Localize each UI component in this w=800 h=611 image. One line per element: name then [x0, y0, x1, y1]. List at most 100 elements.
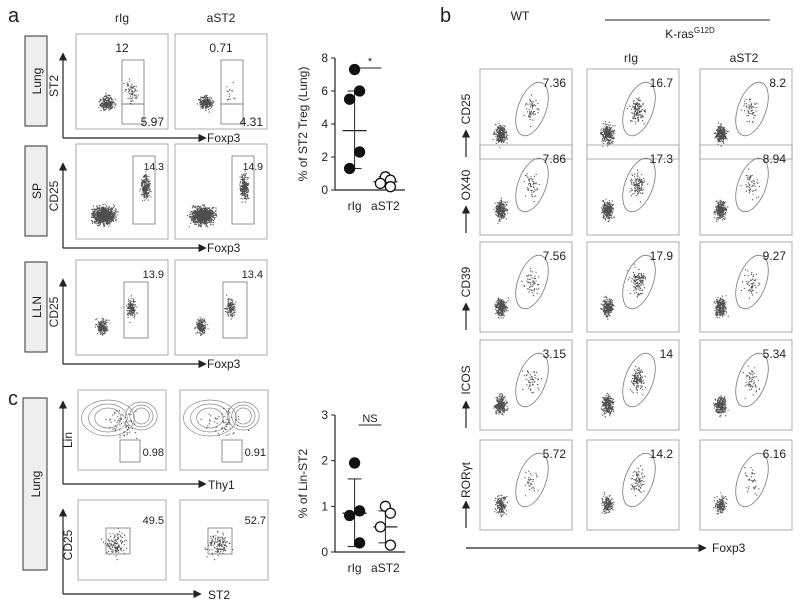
gate-ellipse [622, 157, 656, 213]
flow-events [492, 94, 540, 148]
flow-plots [75, 33, 793, 581]
plot-frame [586, 339, 680, 431]
gate-value: 16.7 [650, 76, 674, 90]
significance-label: * [368, 56, 373, 68]
marker-label-CD39: CD39 [459, 266, 473, 297]
flow-events [494, 267, 540, 319]
flow-plot-CD39-0 [479, 241, 573, 333]
flow-plot-LLN-0 [75, 259, 169, 356]
plot-frame [699, 241, 793, 333]
x-axis-label-Foxp3: Foxp3 [207, 357, 241, 371]
gate-value: 3.15 [543, 347, 567, 361]
gate-value: 49.5 [143, 515, 164, 527]
data-point [348, 63, 361, 76]
y-tick-label: 8 [321, 51, 328, 65]
flow-plot-LLN-1 [174, 259, 268, 356]
flow-plot-SP-1 [174, 143, 268, 240]
flow-plot-RORγt-2 [699, 439, 793, 531]
y-axis-label-CD25: CD25 [47, 296, 61, 327]
flow-plot-OX40-0 [479, 144, 573, 236]
tissue-box-lung-c [22, 397, 48, 571]
flow-plot-CD25-1 [586, 68, 680, 160]
gate-ellipse [622, 81, 656, 137]
gate-value: 13.4 [242, 269, 263, 281]
gate-value: 14 [660, 347, 674, 361]
x-axis-label-foxp3: Foxp3 [712, 541, 746, 555]
tissue-box-Lung [24, 35, 48, 127]
gate-value: 7.56 [543, 249, 567, 263]
marker-label-CD25: CD25 [459, 93, 473, 124]
plot-frame [179, 389, 269, 471]
gate-value: 0.98 [143, 447, 164, 459]
data-point [374, 177, 387, 190]
flow-plot-ICOS-2 [699, 339, 793, 431]
contour [88, 403, 128, 433]
contour [196, 407, 224, 429]
gate-box [105, 527, 131, 555]
y-axis-label: % of Lin-ST2 [296, 448, 310, 518]
gate-value: 6.16 [763, 447, 787, 461]
data-point [353, 505, 366, 517]
data-point [343, 93, 356, 105]
column-label-aST2: aST2 [207, 11, 236, 25]
data-point [353, 146, 366, 158]
plot-frame [586, 144, 680, 236]
flow-events [98, 78, 139, 112]
plot-frame [586, 241, 680, 333]
gate-value: 9.27 [763, 249, 787, 263]
flow-events [493, 370, 542, 416]
y-tick-label: 2 [321, 150, 328, 164]
plot-frame [75, 33, 169, 130]
flow-events [101, 527, 128, 561]
data-point [343, 509, 356, 522]
x-axis-label-Foxp3: Foxp3 [207, 131, 241, 145]
flow-events [713, 269, 761, 319]
flow-plot-CD25-0 [479, 68, 573, 160]
y-axis-label-cd25: CD25 [61, 529, 75, 560]
data-point [384, 507, 397, 519]
flow-plot-Lung-0 [75, 33, 169, 130]
y-tick-label: 0 [321, 545, 328, 559]
tissue-box-SP [24, 145, 48, 237]
x-axis-label-thy1: Thy1 [208, 478, 235, 492]
gate-value: 52.7 [245, 515, 266, 527]
flow-plot-SP-0 [75, 143, 169, 240]
gate-value: 5.34 [763, 347, 787, 361]
gate-value: 14.9 [243, 161, 264, 173]
marker-label-ICOS: ICOS [459, 365, 473, 394]
y-tick-label: 4 [321, 117, 328, 131]
gate-box [123, 281, 149, 339]
plot-frame [174, 259, 268, 356]
tissue-label-SP: SP [30, 183, 44, 199]
marker-label-OX40: OX40 [459, 169, 473, 200]
dot-plot-lin-st2: 0 1 2 3 % of Lin-ST2 rIg aST2 NS [296, 408, 405, 575]
group-label-kras-sup: G12D [694, 26, 715, 35]
gate-ellipse [735, 452, 769, 508]
flow-events [90, 171, 152, 228]
flow-plot-RORγt-0 [479, 439, 573, 531]
plot-frame [699, 439, 793, 531]
tissue-box-LLN [24, 261, 48, 353]
gate-box [231, 155, 255, 225]
panel-letter-b: b [440, 5, 451, 27]
tissue-label-lung-c: Lung [29, 471, 43, 498]
flow-plot-OX40-2 [699, 144, 793, 236]
gate-box [220, 103, 244, 125]
gate-box [220, 59, 244, 105]
gate-ellipse [622, 452, 656, 508]
data-point [353, 85, 366, 97]
y-tick-label: 2 [321, 454, 328, 468]
gate-ellipse [735, 81, 769, 137]
dot-plots: 0 2 4 6 8 % of ST2 Treg (Lung) rIg aST2 * 0 1 2 3 % o… [296, 51, 405, 575]
flow-events [599, 97, 647, 148]
data-point [353, 537, 366, 549]
flow-plot-lin-thy1-1 [179, 389, 269, 471]
gate-ellipse [735, 254, 769, 310]
gate-value: 13.9 [143, 269, 164, 281]
gate-value: 7.86 [543, 152, 567, 166]
y-tick-label: 3 [321, 408, 328, 422]
flow-events [713, 168, 760, 223]
plot-frame [479, 144, 573, 236]
flow-events [186, 170, 250, 228]
flow-events [493, 173, 540, 224]
